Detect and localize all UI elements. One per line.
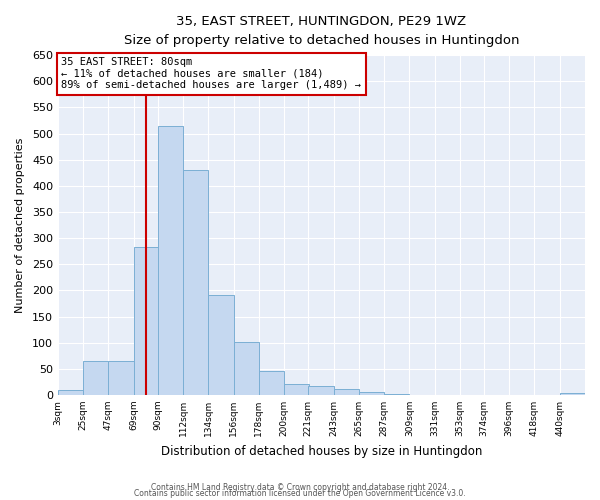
Title: 35, EAST STREET, HUNTINGDON, PE29 1WZ
Size of property relative to detached hous: 35, EAST STREET, HUNTINGDON, PE29 1WZ Si… xyxy=(124,15,519,47)
X-axis label: Distribution of detached houses by size in Huntingdon: Distribution of detached houses by size … xyxy=(161,444,482,458)
Bar xyxy=(183,170,208,395)
Bar xyxy=(308,386,334,395)
Bar xyxy=(109,361,134,395)
Bar xyxy=(208,294,233,395)
Bar xyxy=(58,390,83,395)
Bar xyxy=(334,388,359,395)
Bar xyxy=(359,392,384,395)
Text: Contains HM Land Registry data © Crown copyright and database right 2024.: Contains HM Land Registry data © Crown c… xyxy=(151,484,449,492)
Bar xyxy=(259,371,284,395)
Bar xyxy=(284,384,310,395)
Y-axis label: Number of detached properties: Number of detached properties xyxy=(15,138,25,312)
Bar xyxy=(384,394,409,395)
Bar xyxy=(233,342,259,395)
Bar xyxy=(134,247,159,395)
Bar xyxy=(83,361,109,395)
Text: 35 EAST STREET: 80sqm
← 11% of detached houses are smaller (184)
89% of semi-det: 35 EAST STREET: 80sqm ← 11% of detached … xyxy=(61,57,361,90)
Bar xyxy=(560,394,585,395)
Bar xyxy=(158,126,183,395)
Text: Contains public sector information licensed under the Open Government Licence v3: Contains public sector information licen… xyxy=(134,490,466,498)
